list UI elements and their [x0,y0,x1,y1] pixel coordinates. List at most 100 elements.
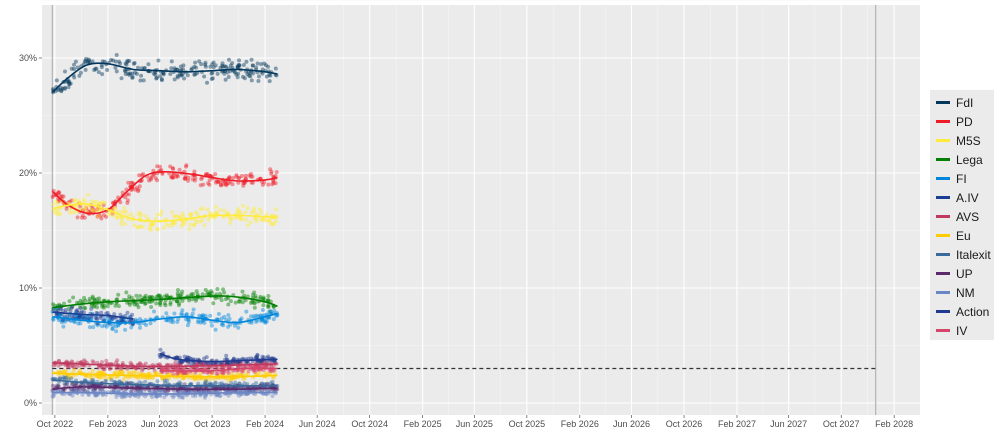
poll-point [155,227,160,232]
poll-point [94,297,99,302]
poll-point [68,207,73,212]
poll-point [260,308,265,312]
poll-point [117,59,121,64]
poll-point [256,79,261,83]
poll-point [56,383,61,388]
poll-point [205,370,210,375]
poll-point [221,371,225,376]
poll-point [218,208,223,212]
grid-major [42,5,920,415]
poll-point [249,57,254,62]
poll-point [190,177,195,182]
legend-label: Italexit [956,247,991,262]
poll-point [100,304,105,309]
poll-point [61,324,66,329]
legend-item: A.IV [936,188,979,207]
poll-point [66,377,71,382]
poll-point [144,323,149,327]
poll-point [261,319,266,324]
poll-point [78,368,83,373]
poll-point [168,72,173,76]
poll-point [158,355,163,359]
poll-point [254,212,259,217]
poll-point [128,360,133,365]
poll-point [202,381,207,386]
poll-point [98,370,103,375]
poll-point [123,394,128,399]
poll-point [141,78,146,83]
poll-point [64,369,69,374]
poll-point [87,58,92,63]
poll-point [155,212,160,217]
poll-point [174,299,179,304]
poll-point [100,370,105,375]
poll-point [162,301,167,306]
poll-point [237,381,242,386]
poll-point [172,66,177,71]
poll-point [102,367,107,372]
poll-point [191,361,196,365]
poll-point [112,370,117,375]
poll-point [156,58,161,63]
poll-point [134,366,139,371]
poll-point [110,326,115,331]
poll-point [178,73,183,78]
poll-point [130,312,135,317]
poll-point [228,63,233,68]
poll-point [265,298,270,303]
poll-point [237,318,242,323]
poll-point [142,65,147,70]
poll-point [213,380,218,385]
trend-line-a-iv [52,311,134,320]
poll-point [121,370,126,375]
poll-point [91,325,96,330]
poll-point [210,62,215,67]
poll-point [74,364,79,369]
poll-point [69,66,74,71]
poll-point [201,376,206,381]
poll-point [105,68,110,72]
poll-point [229,377,234,382]
poll-point [179,360,184,364]
poll-point [65,79,70,84]
poll-point [255,61,260,66]
poll-point [73,59,78,64]
poll-point [127,294,132,299]
poll-point [179,311,184,316]
poll-point [70,363,75,368]
poll-point [246,371,251,376]
poll-point [111,58,115,63]
poll-point [120,370,125,375]
poll-point [235,361,240,365]
poll-point [236,207,241,212]
poll-point [59,89,64,94]
poll-point [124,290,129,295]
poll-point [80,382,85,387]
poll-point [80,207,84,212]
poll-point [139,73,144,78]
poll-point [56,190,61,194]
poll-point [158,164,162,169]
poll-point [227,175,232,180]
poll-point [264,319,269,324]
poll-point [193,72,198,77]
poll-point [63,307,68,312]
poll-point [228,299,233,304]
poll-point [256,372,261,377]
poll-point [159,168,164,172]
poll-point [180,395,185,400]
poll-point [80,299,85,304]
poll-point [95,323,100,328]
poll-point [180,72,185,76]
legend-label: IV [956,323,968,338]
poll-point [123,72,128,77]
poll-point [246,369,251,374]
poll-point [191,307,196,312]
poll-point [133,388,138,393]
poll-point [88,375,93,380]
poll-point [154,394,159,399]
poll-point [268,221,273,226]
poll-point [220,63,224,68]
poll-point [54,383,59,388]
poll-point [158,394,163,398]
